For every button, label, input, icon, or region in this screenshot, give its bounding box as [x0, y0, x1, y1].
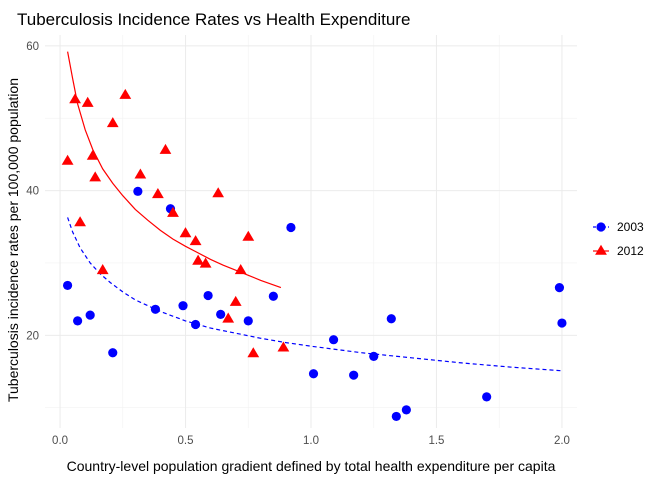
- point-2012: [247, 347, 260, 358]
- point-2012: [69, 93, 81, 104]
- chart-title: Tuberculosis Incidence Rates vs Health E…: [17, 10, 410, 29]
- x-tick-label: 1.0: [303, 435, 319, 447]
- legend-item-2003: 2003: [593, 220, 644, 234]
- legend: 2003 2012: [593, 220, 644, 258]
- fit-line-2012: [67, 51, 282, 289]
- point-2012: [86, 149, 99, 160]
- point-2012: [119, 88, 132, 99]
- fit-line-2003: [67, 217, 562, 372]
- point-2003: [190, 319, 201, 330]
- point-2003: [391, 411, 401, 422]
- data-points: [61, 88, 567, 422]
- point-2012: [212, 187, 224, 198]
- point-2012: [277, 341, 290, 352]
- point-2012: [242, 230, 255, 241]
- x-tick-label: 1.5: [428, 435, 444, 447]
- point-2012: [61, 154, 74, 165]
- point-2012: [134, 168, 147, 179]
- point-2003: [243, 316, 253, 326]
- point-2003: [178, 301, 188, 311]
- point-2003: [62, 280, 73, 291]
- point-2003: [369, 351, 379, 361]
- point-2012: [96, 264, 109, 275]
- point-2012: [234, 264, 247, 275]
- point-2003: [133, 186, 143, 196]
- legend-marker-2003: [596, 222, 606, 232]
- point-2003: [286, 222, 296, 233]
- fit-lines: [67, 51, 562, 372]
- point-2012: [89, 171, 102, 182]
- point-2003: [482, 392, 492, 402]
- y-tick-label: 20: [26, 330, 39, 342]
- x-axis-ticks: 0.0 0.5 1.0 1.5 2.0: [52, 435, 570, 447]
- y-axis-title: Tuberculosis incidence rates per 100,000…: [5, 78, 21, 402]
- point-2003: [203, 290, 213, 301]
- point-2012: [81, 96, 94, 107]
- legend-item-2012: 2012: [593, 244, 644, 258]
- legend-label-2012: 2012: [617, 244, 644, 258]
- point-2003: [308, 369, 319, 379]
- point-2003: [557, 318, 567, 328]
- point-2012: [192, 254, 204, 265]
- x-tick-label: 0.5: [178, 435, 194, 447]
- legend-label-2003: 2003: [617, 220, 644, 234]
- point-2003: [216, 309, 226, 319]
- point-2012: [74, 216, 86, 227]
- point-2003: [386, 314, 396, 324]
- point-2012: [167, 206, 179, 217]
- point-2012: [222, 312, 235, 323]
- point-2003: [85, 310, 95, 320]
- point-2012: [152, 188, 164, 199]
- point-2003: [268, 291, 278, 301]
- point-2003: [554, 282, 565, 293]
- point-2012: [159, 143, 172, 154]
- x-axis-title: Country-level population gradient define…: [67, 458, 556, 474]
- point-2003: [150, 304, 161, 314]
- point-2012: [199, 257, 212, 268]
- point-2003: [73, 316, 83, 326]
- legend-marker-2012: [595, 244, 607, 255]
- point-2012: [189, 235, 202, 246]
- point-2003: [349, 370, 359, 380]
- grid-layer: [45, 35, 577, 428]
- y-tick-label: 60: [26, 41, 39, 53]
- point-2012: [106, 117, 119, 128]
- x-tick-label: 2.0: [554, 435, 570, 447]
- point-2012: [179, 227, 192, 238]
- y-axis-ticks: 20 40 60: [26, 41, 39, 343]
- point-2003: [108, 348, 118, 358]
- x-tick-label: 0.0: [52, 435, 68, 447]
- y-tick-label: 40: [26, 186, 39, 198]
- point-2012: [229, 295, 242, 306]
- point-2003: [328, 335, 339, 345]
- point-2003: [401, 405, 411, 415]
